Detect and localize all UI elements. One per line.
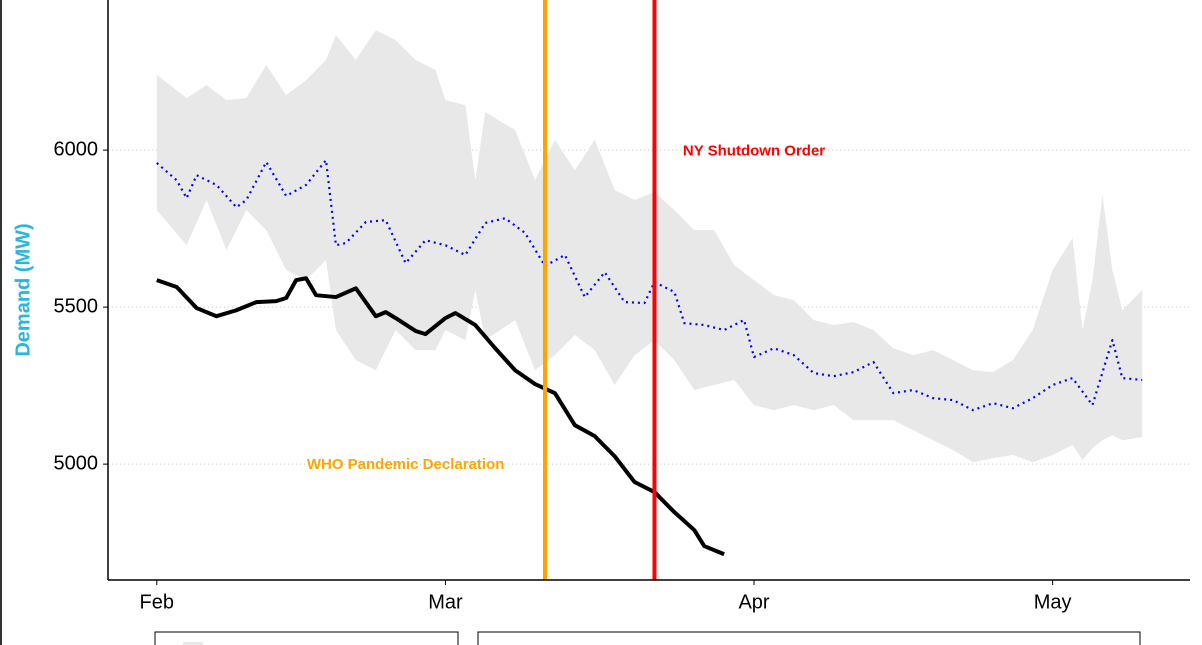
- series-line: [156, 276, 725, 557]
- legend-key: [183, 642, 203, 645]
- legend-box: [154, 631, 459, 645]
- series-line: [156, 159, 1143, 412]
- x-tick-label: Feb: [140, 591, 174, 613]
- legend-box: [477, 631, 1141, 645]
- y-tick-label: 6000: [54, 138, 99, 160]
- y-tick-label: 5000: [54, 452, 99, 474]
- x-tick-label: Apr: [738, 591, 769, 613]
- x-tick-label: May: [1034, 591, 1072, 613]
- y-axis-label: Demand (MW): [12, 223, 34, 356]
- frame-edge: [0, 0, 2, 645]
- y-tick-label: 5500: [54, 295, 99, 317]
- band: [156, 30, 1143, 463]
- annotation: NY Shutdown Order: [683, 143, 825, 160]
- annotation: WHO Pandemic Declaration: [307, 456, 505, 473]
- x-tick-label: Mar: [428, 591, 463, 613]
